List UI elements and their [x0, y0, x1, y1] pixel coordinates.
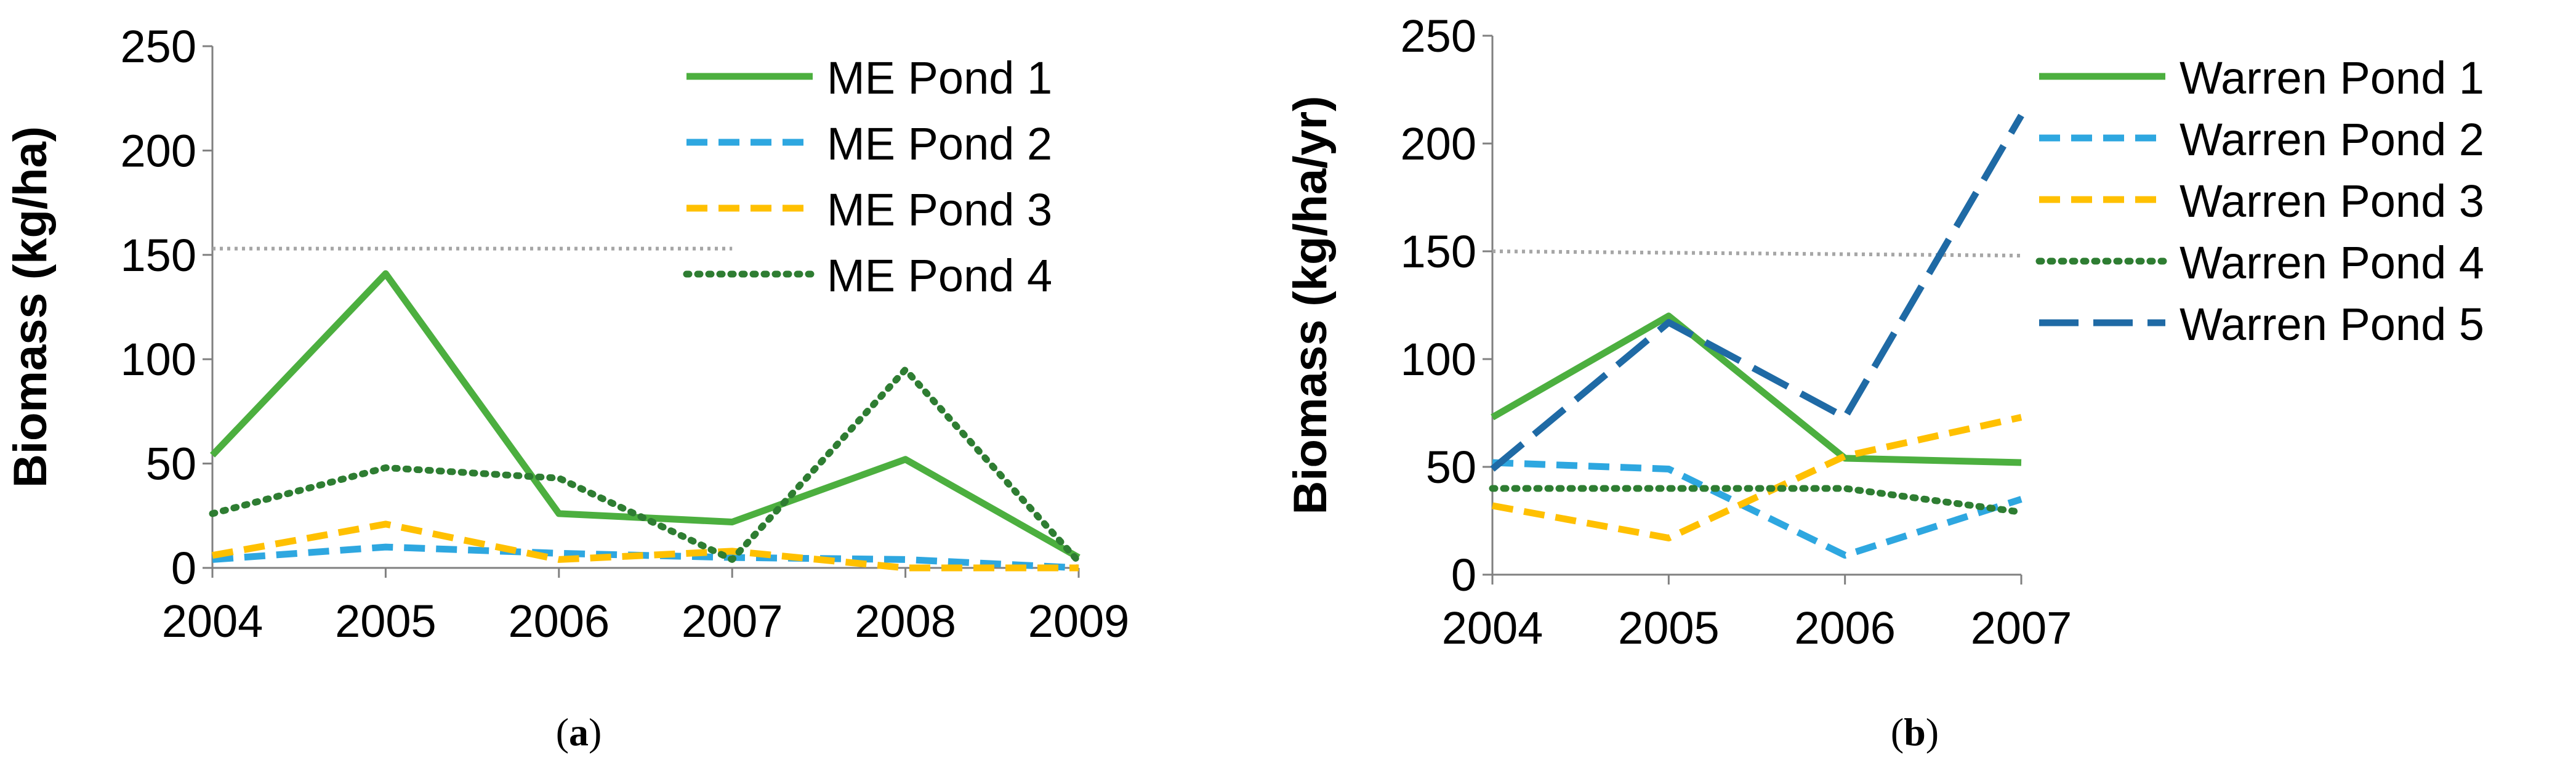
y-axis-title: Biomass (kg/ha) — [4, 126, 57, 488]
y-tick-label: 250 — [1401, 10, 1476, 62]
legend-label: Warren Pond 1 — [2180, 52, 2484, 103]
x-tick-label: 2004 — [1442, 602, 1544, 654]
y-tick-label: 100 — [1401, 334, 1476, 385]
caption-open-paren: ( — [1891, 710, 1904, 754]
y-tick-label: 0 — [171, 543, 196, 594]
series-line-warren-pond-4 — [1489, 485, 2025, 516]
x-tick-label: 2004 — [162, 596, 264, 647]
chart-panel-b: 0 50 100 150 200 250 2004 2005 2006 2007 Biomass (… — [1284, 10, 2484, 754]
y-tick-label: 200 — [121, 125, 196, 176]
y-tick-label: 50 — [146, 439, 196, 490]
y-axis-title: Biomass (kg/ha/yr) — [1284, 96, 1337, 515]
x-tick-label: 2006 — [508, 596, 610, 647]
series-line-warren-pond-1 — [1491, 312, 2022, 466]
legend-label: ME Pond 4 — [827, 250, 1052, 301]
caption-open-paren: ( — [556, 710, 569, 754]
y-tick-label: 150 — [121, 230, 196, 281]
caption-close-paren: ) — [1926, 710, 1939, 754]
x-tick-label: 2009 — [1028, 596, 1130, 647]
caption-letter: a — [569, 710, 589, 754]
series-line-warren-pond-5 — [1490, 113, 2024, 472]
caption-close-paren: ) — [589, 710, 602, 754]
x-tick-label: 2005 — [335, 596, 437, 647]
legend-label: ME Pond 1 — [827, 52, 1052, 103]
series-line-warren-pond-2 — [1492, 459, 2023, 559]
legend-label: ME Pond 2 — [827, 118, 1052, 169]
legend-label: ME Pond 3 — [827, 184, 1052, 235]
x-tick-label: 2006 — [1794, 602, 1896, 654]
y-tick-label: 0 — [1451, 549, 1476, 601]
y-tick-label: 100 — [121, 334, 196, 385]
y-tick-label: 50 — [1426, 442, 1476, 493]
caption-letter: b — [1904, 710, 1926, 754]
series-line-warren-pond-3 — [1492, 414, 2023, 541]
x-tick-label: 2005 — [1618, 602, 1720, 654]
y-tick-label: 200 — [1401, 118, 1476, 169]
x-tick-label: 2007 — [682, 596, 783, 647]
y-tick-label: 150 — [1401, 226, 1476, 277]
series-line-me-pond-4 — [209, 366, 1082, 565]
legend-label: Warren Pond 3 — [2180, 176, 2484, 227]
legend-label: Warren Pond 2 — [2180, 114, 2484, 165]
series-line-me-pond-2 — [212, 543, 1079, 572]
panel-caption: (a) — [556, 710, 602, 754]
series-line-me-pond-3 — [212, 520, 1079, 572]
legend-label: Warren Pond 4 — [2180, 237, 2484, 288]
legend-label: Warren Pond 5 — [2180, 299, 2484, 350]
panel-caption: (b) — [1891, 710, 1939, 754]
chart-panel-a: 0 50 100 150 200 250 2004 2005 2006 2007 2008 2009 B… — [4, 21, 1129, 754]
x-tick-label: 2007 — [1971, 602, 2072, 654]
x-tick-label: 2008 — [855, 596, 956, 647]
y-tick-label: 250 — [121, 21, 196, 72]
